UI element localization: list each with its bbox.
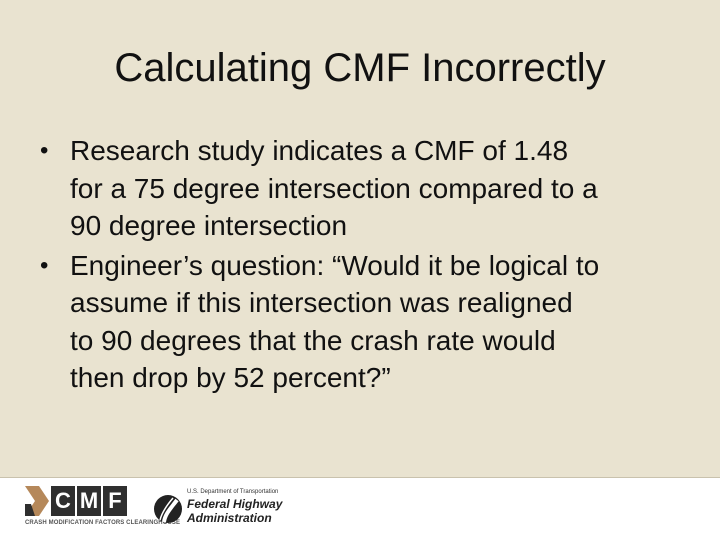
footer-bar: C M F CRASH MODIFICATION FACTORS CLEARIN… [0, 477, 720, 540]
cmf-letters: C M F [51, 486, 127, 516]
bullet-symbol: • [40, 251, 49, 279]
cmf-tagline: CRASH MODIFICATION FACTORS CLEARINGHOUSE [25, 520, 181, 526]
cmf-letter-m: M [77, 486, 101, 516]
cmf-clearinghouse-logo: C M F CRASH MODIFICATION FACTORS CLEARIN… [25, 486, 180, 532]
fhwa-road-emblem-icon [154, 495, 182, 523]
cmf-chevron-icon [25, 486, 49, 516]
bullet-line: Engineer’s question: “Would it be logica… [70, 249, 600, 281]
bullet-line: 90 degree intersection [70, 210, 348, 241]
bullet-line: to 90 degrees that the crash rate would [70, 324, 556, 356]
bullet-symbol: • [40, 137, 49, 164]
fhwa-name-line-1: Federal Highway [187, 497, 283, 511]
bullet-item-1: • Research study indicates a CMF of 1.48… [40, 132, 690, 245]
bullet-line: Research study indicates a CMF of 1.48 [70, 135, 569, 166]
fhwa-text: U.S. Department of Transportation Federa… [187, 488, 282, 525]
bullet-item-2: • Engineer’s question: “Would it be logi… [40, 247, 690, 397]
bullet-line: then drop by 52 percent?” [70, 362, 391, 393]
bullet-line: assume if this intersection was realigne… [70, 287, 573, 318]
fhwa-department: U.S. Department of Transportation [187, 489, 279, 495]
fhwa-logo: U.S. Department of Transportation Federa… [153, 488, 293, 530]
bullet-line: for a 75 degree intersection compared to… [70, 172, 598, 204]
cmf-letter-c: C [51, 486, 75, 516]
bullet-list: • Research study indicates a CMF of 1.48… [40, 132, 690, 399]
fhwa-name-line-2: Administration [187, 511, 272, 525]
cmf-letter-f: F [103, 486, 127, 516]
slide-title: Calculating CMF Incorrectly [114, 46, 606, 90]
